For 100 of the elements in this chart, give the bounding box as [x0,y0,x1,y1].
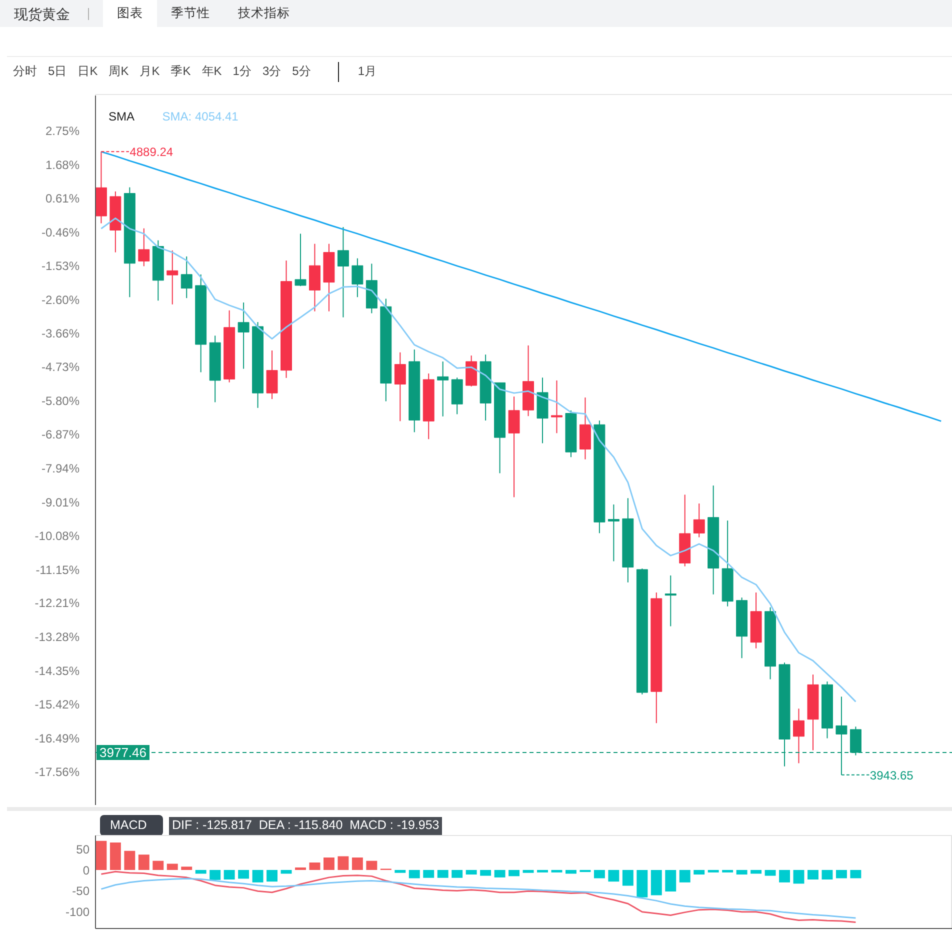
bar [494,870,506,878]
bar [394,870,406,873]
y-tick-label: -14.35% [34,664,80,678]
bar [195,870,206,874]
bar [452,870,463,878]
bar [480,870,492,876]
y-tick-label: -7.94% [41,461,80,476]
y-tick-label: -50 [72,884,90,898]
text: 1分 [232,63,252,80]
bar [736,870,748,875]
bar [793,870,804,884]
bar [252,870,264,882]
candlestick [266,350,278,400]
bar [408,870,420,878]
bar [750,870,762,874]
legend-title: SMA [108,110,135,124]
y-tick-label: -6.87% [41,428,80,442]
text: 季节性 [170,4,211,22]
bar [124,850,136,870]
candlestick [508,396,520,498]
bar [508,870,520,876]
bar [266,870,278,882]
candlestick [394,352,406,422]
text: 图表 [103,0,157,27]
text: 月K [140,63,160,80]
bar [850,870,862,878]
bar [423,870,434,878]
candlestick [693,503,705,538]
bar [764,870,776,876]
candlestick [664,574,676,627]
bar [551,870,562,872]
y-tick-label: -1.53% [41,259,80,274]
bar [338,856,349,870]
candlestick [551,380,562,434]
chart-title: MACD [100,815,163,836]
y-tick-label: -2.60% [41,292,80,307]
annotation: 4889.24 [130,145,174,160]
text: 3分 [262,63,282,80]
candlestick [608,504,620,562]
candlestick [138,228,150,267]
y-tick-label: -0.46% [41,225,80,240]
bar [309,862,320,870]
bar [366,860,378,870]
candlestick [352,258,364,298]
text: 日K [78,63,98,80]
bar [694,870,705,875]
bar [238,870,250,879]
bar [836,870,847,878]
text: 周K [108,63,129,80]
bar [594,870,605,878]
bar [152,860,164,870]
bar [210,870,221,880]
bar [181,866,192,870]
text: 分时 [13,63,37,80]
bar [323,858,334,870]
y-tick-label: 0.61% [45,192,80,206]
y-tick-label: -13.28% [34,630,80,644]
bar [295,867,306,870]
y-tick-label: -4.73% [41,360,80,374]
bar [224,870,235,880]
bar [679,870,690,882]
line-series [100,218,856,702]
candlestick [294,233,306,287]
text: 5日 [48,63,67,80]
y-tick-label: -11.15% [36,562,80,577]
y-tick-label: -3.66% [41,326,80,340]
y-tick-label: -100 [65,904,90,919]
y-tick-label: -10.08% [34,529,80,544]
bar [580,870,591,872]
y-tick-label: -12.21% [34,596,80,610]
text: 年K [202,63,222,80]
text: DIF : -125.817 DEA : -115.840 MACD : -19.953 [169,816,442,834]
bar [708,870,719,872]
bar [650,870,662,896]
text: 5分 [292,63,311,80]
bar [437,870,448,878]
bar [779,870,790,882]
bar [166,864,178,870]
y-tick-label: -16.49% [34,731,80,746]
annotation: 3943.65 [870,768,914,782]
y-tick-label: 50 [76,842,90,857]
y-tick-label: 0 [82,863,90,878]
text: SMA: 4054.41 [162,110,239,124]
bar [822,870,833,880]
line-series [100,870,856,923]
y-tick-label: -17.56% [34,765,80,780]
y-tick-label: 2.75% [45,124,80,138]
candlestick [238,302,250,370]
candlestick [337,226,349,318]
y-tick-label: -5.80% [41,394,80,408]
text: 技术指标 [237,4,291,22]
candlestick [166,250,178,305]
candlestick [793,708,804,764]
bar [522,870,534,873]
bar [352,858,363,870]
bar [665,870,676,892]
candlestick [437,361,449,417]
bar [96,840,107,870]
y-tick-label: -15.42% [34,698,80,712]
bar [138,854,150,870]
